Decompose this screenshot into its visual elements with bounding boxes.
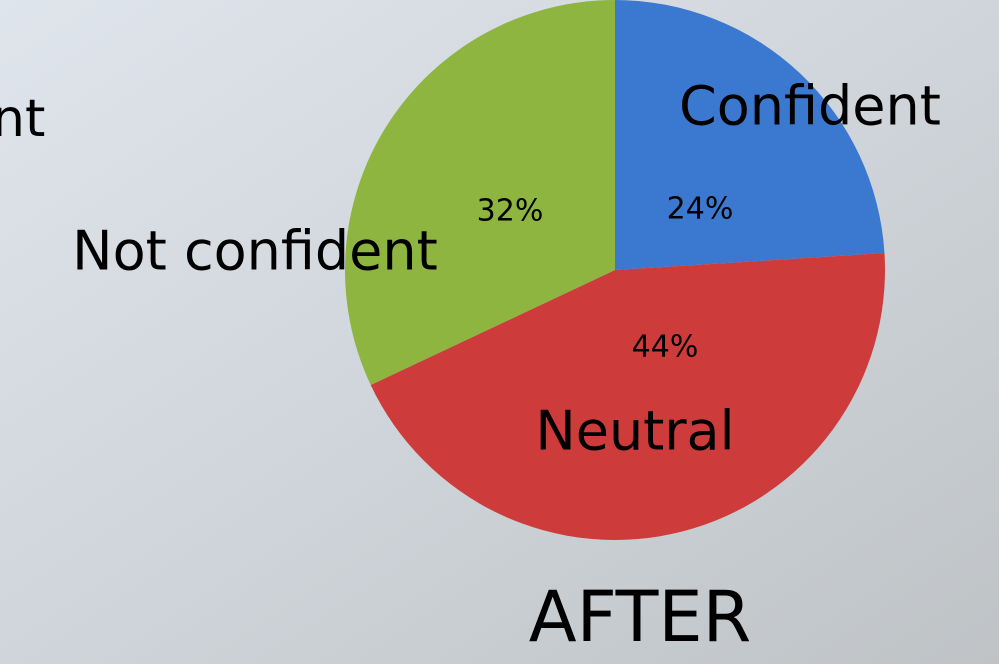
chart-title: AFTER	[529, 576, 752, 658]
slide: nt 24% 44% 32% Confident Neutral Not confiden…	[0, 0, 999, 664]
category-label: Not confident	[72, 220, 438, 283]
value-label: 24%	[667, 192, 734, 227]
page: nt 24% 44% 32% Confident Neutral Not confiden…	[0, 0, 999, 664]
category-label: Confident	[679, 75, 941, 138]
category-label: Neutral	[535, 400, 734, 463]
cropped-label: nt	[0, 89, 45, 149]
value-label: 44%	[632, 330, 699, 365]
value-label: 32%	[477, 194, 544, 229]
